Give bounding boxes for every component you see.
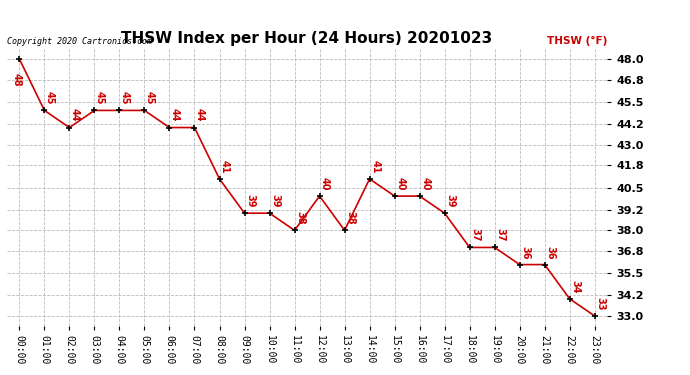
Text: 48: 48 [12,73,21,87]
Text: 39: 39 [245,194,255,208]
Text: 37: 37 [495,228,505,242]
Text: 37: 37 [470,228,480,242]
Text: 40: 40 [395,177,405,190]
Text: 44: 44 [70,108,80,122]
Text: 38: 38 [345,211,355,225]
Text: 40: 40 [320,177,330,190]
Text: 40: 40 [420,177,430,190]
Text: 39: 39 [270,194,280,208]
Text: 45: 45 [120,92,130,105]
Text: 45: 45 [95,92,105,105]
Text: 36: 36 [545,246,555,259]
Text: 44: 44 [195,108,205,122]
Text: 34: 34 [570,280,580,293]
Text: 41: 41 [370,160,380,173]
Title: THSW Index per Hour (24 Hours) 20201023: THSW Index per Hour (24 Hours) 20201023 [121,31,493,46]
Text: 36: 36 [520,246,530,259]
Text: 39: 39 [445,194,455,208]
Text: 45: 45 [145,92,155,105]
Text: 45: 45 [45,92,55,105]
Text: 44: 44 [170,108,180,122]
Text: THSW (°F): THSW (°F) [547,36,607,46]
Text: 38: 38 [295,211,305,225]
Text: 41: 41 [220,160,230,173]
Text: 33: 33 [595,297,605,310]
Text: Copyright 2020 Cartronics.com: Copyright 2020 Cartronics.com [7,37,152,46]
